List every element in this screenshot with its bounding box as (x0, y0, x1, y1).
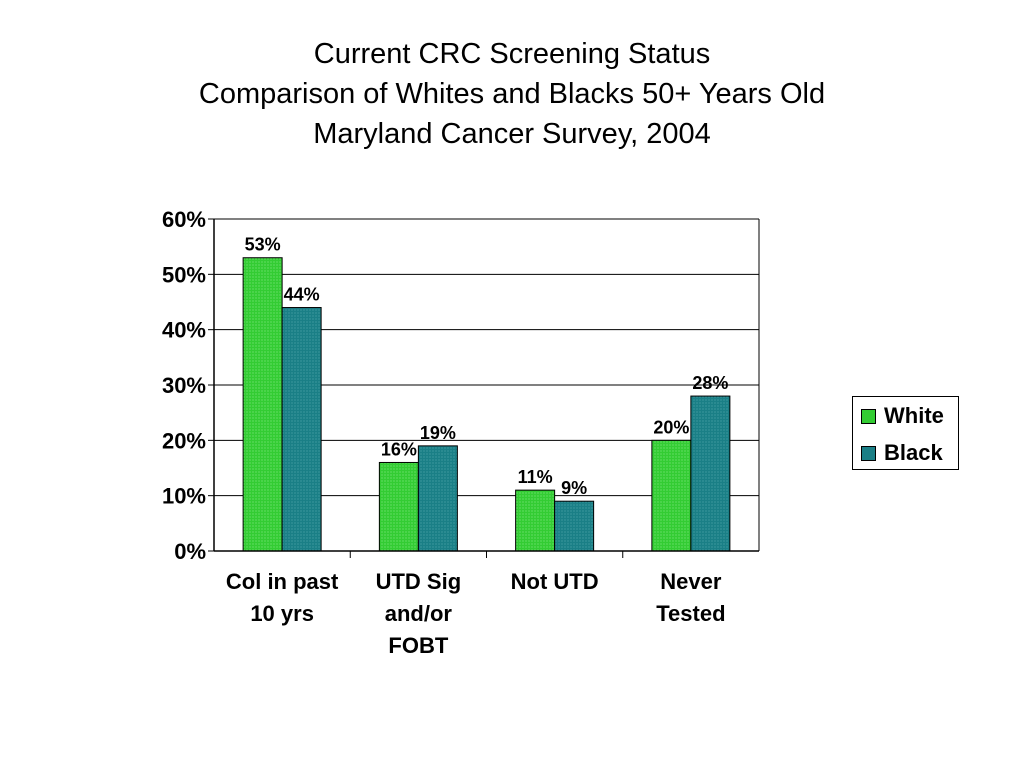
data-label-black: 9% (561, 478, 587, 498)
y-tick-label: 0% (174, 539, 206, 564)
bar-white (378, 461, 419, 552)
bar-white (651, 439, 692, 552)
x-category-label: UTD Sig and/or FOBT (376, 569, 462, 658)
legend-swatch-white (861, 408, 876, 424)
y-tick-label: 20% (162, 428, 206, 453)
x-category-label: Never Tested (656, 569, 725, 626)
chart-legend: White Black (852, 396, 959, 470)
data-label-white: 16% (381, 439, 417, 459)
bar-black (417, 445, 458, 552)
legend-item-white: White (861, 404, 944, 428)
legend-swatch-black (861, 445, 876, 461)
y-tick-label: 30% (162, 373, 206, 398)
data-label-white: 20% (653, 417, 689, 437)
chart-title: Current CRC Screening Status Comparison … (0, 34, 1024, 154)
y-tick-label: 50% (162, 262, 206, 287)
bar-black (281, 307, 322, 552)
legend-label-white: White (884, 403, 944, 428)
bar-black (690, 395, 731, 552)
bar-white (242, 257, 283, 552)
y-tick-label: 40% (162, 318, 206, 343)
chart-title-line-3: Maryland Cancer Survey, 2004 (313, 118, 711, 150)
data-label-black: 19% (420, 423, 456, 443)
chart-title-line-1: Current CRC Screening Status (313, 38, 711, 70)
x-category-label: Not UTD (511, 569, 599, 594)
x-category-label: Col in past 10 yrs (226, 569, 339, 626)
bar-white (515, 489, 556, 552)
data-label-black: 44% (284, 285, 320, 305)
y-tick-label: 60% (162, 207, 206, 232)
bar-black (554, 500, 595, 552)
chart-title-line-2: Comparison of Whites and Blacks 50+ Year… (198, 78, 826, 110)
legend-label-black: Black (884, 440, 943, 465)
y-tick-label: 10% (162, 484, 206, 509)
data-label-white: 11% (518, 467, 553, 487)
data-label-black: 28% (692, 373, 728, 393)
legend-item-black: Black (861, 441, 943, 465)
data-label-white: 53% (245, 235, 281, 255)
